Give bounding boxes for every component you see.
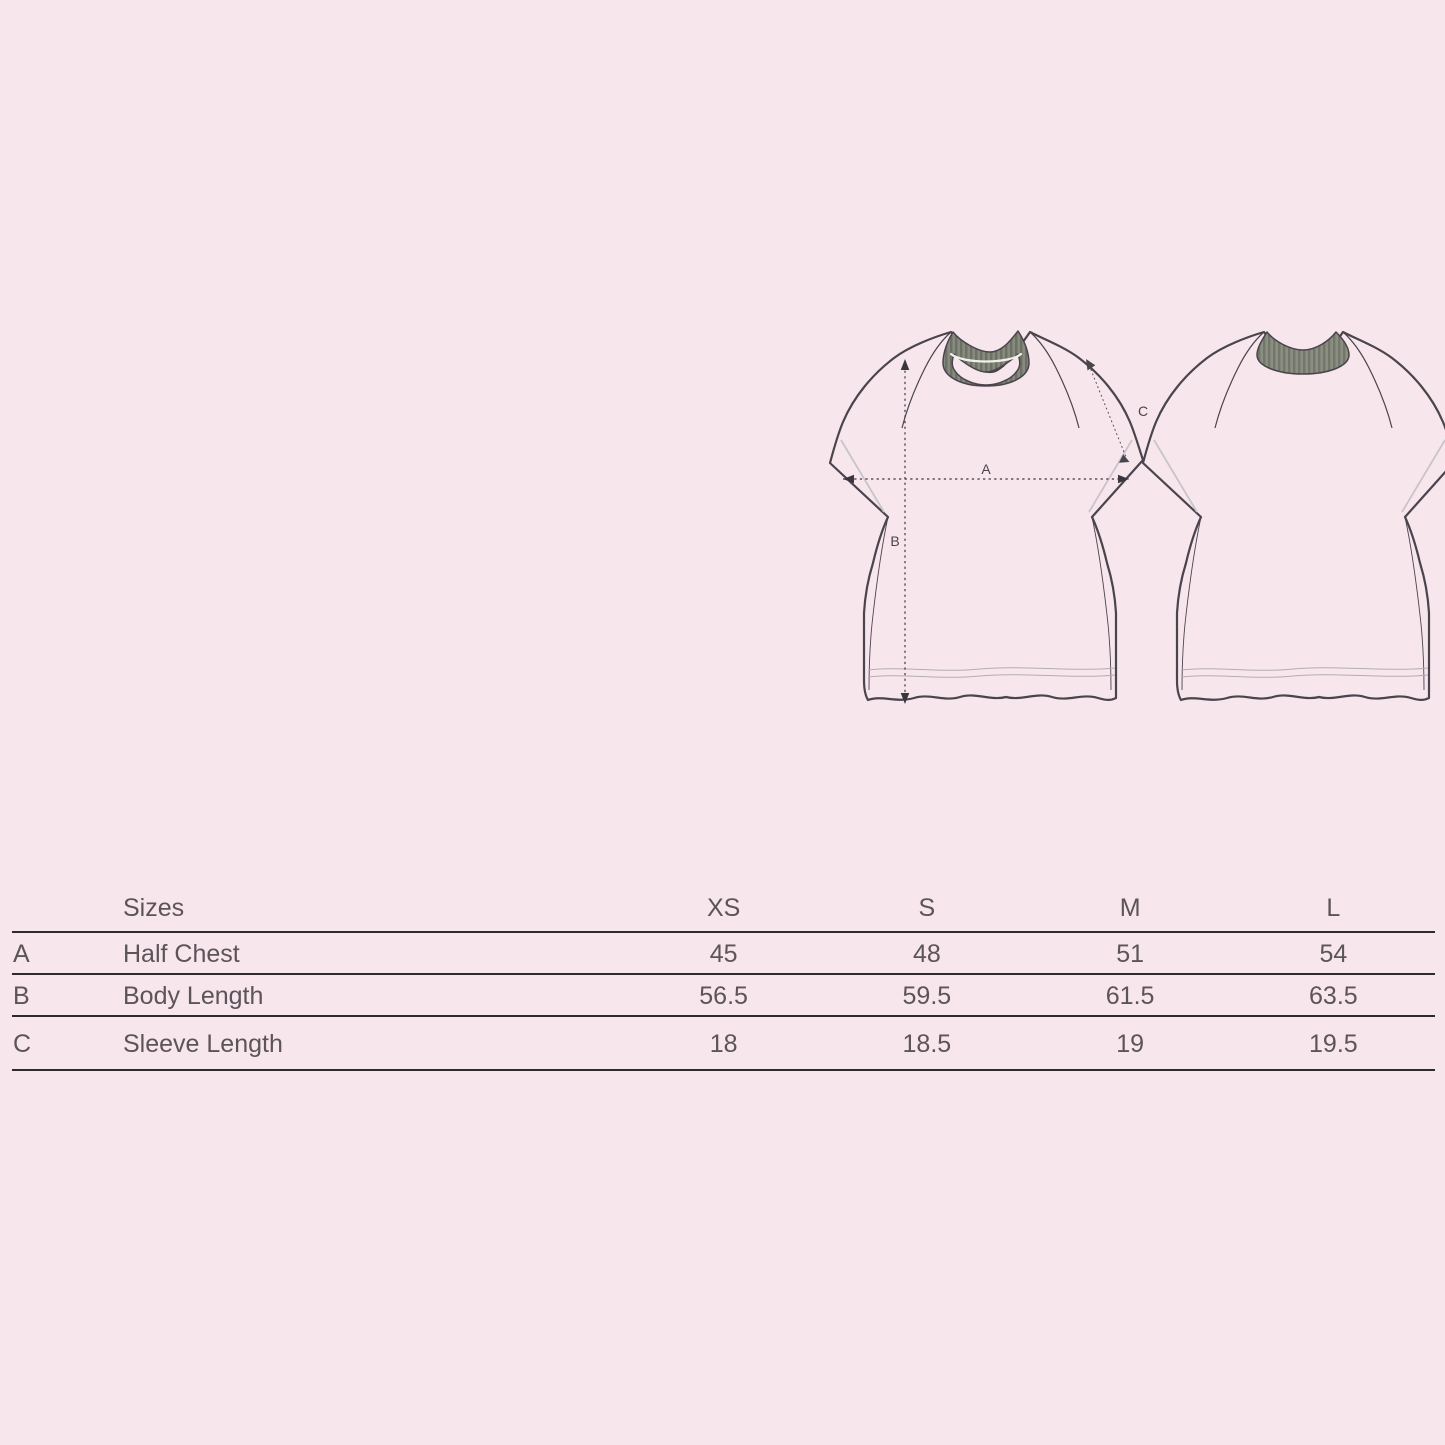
svg-text:C: C [1138, 403, 1148, 419]
svg-text:B: B [890, 533, 899, 549]
svg-text:A: A [981, 461, 991, 477]
